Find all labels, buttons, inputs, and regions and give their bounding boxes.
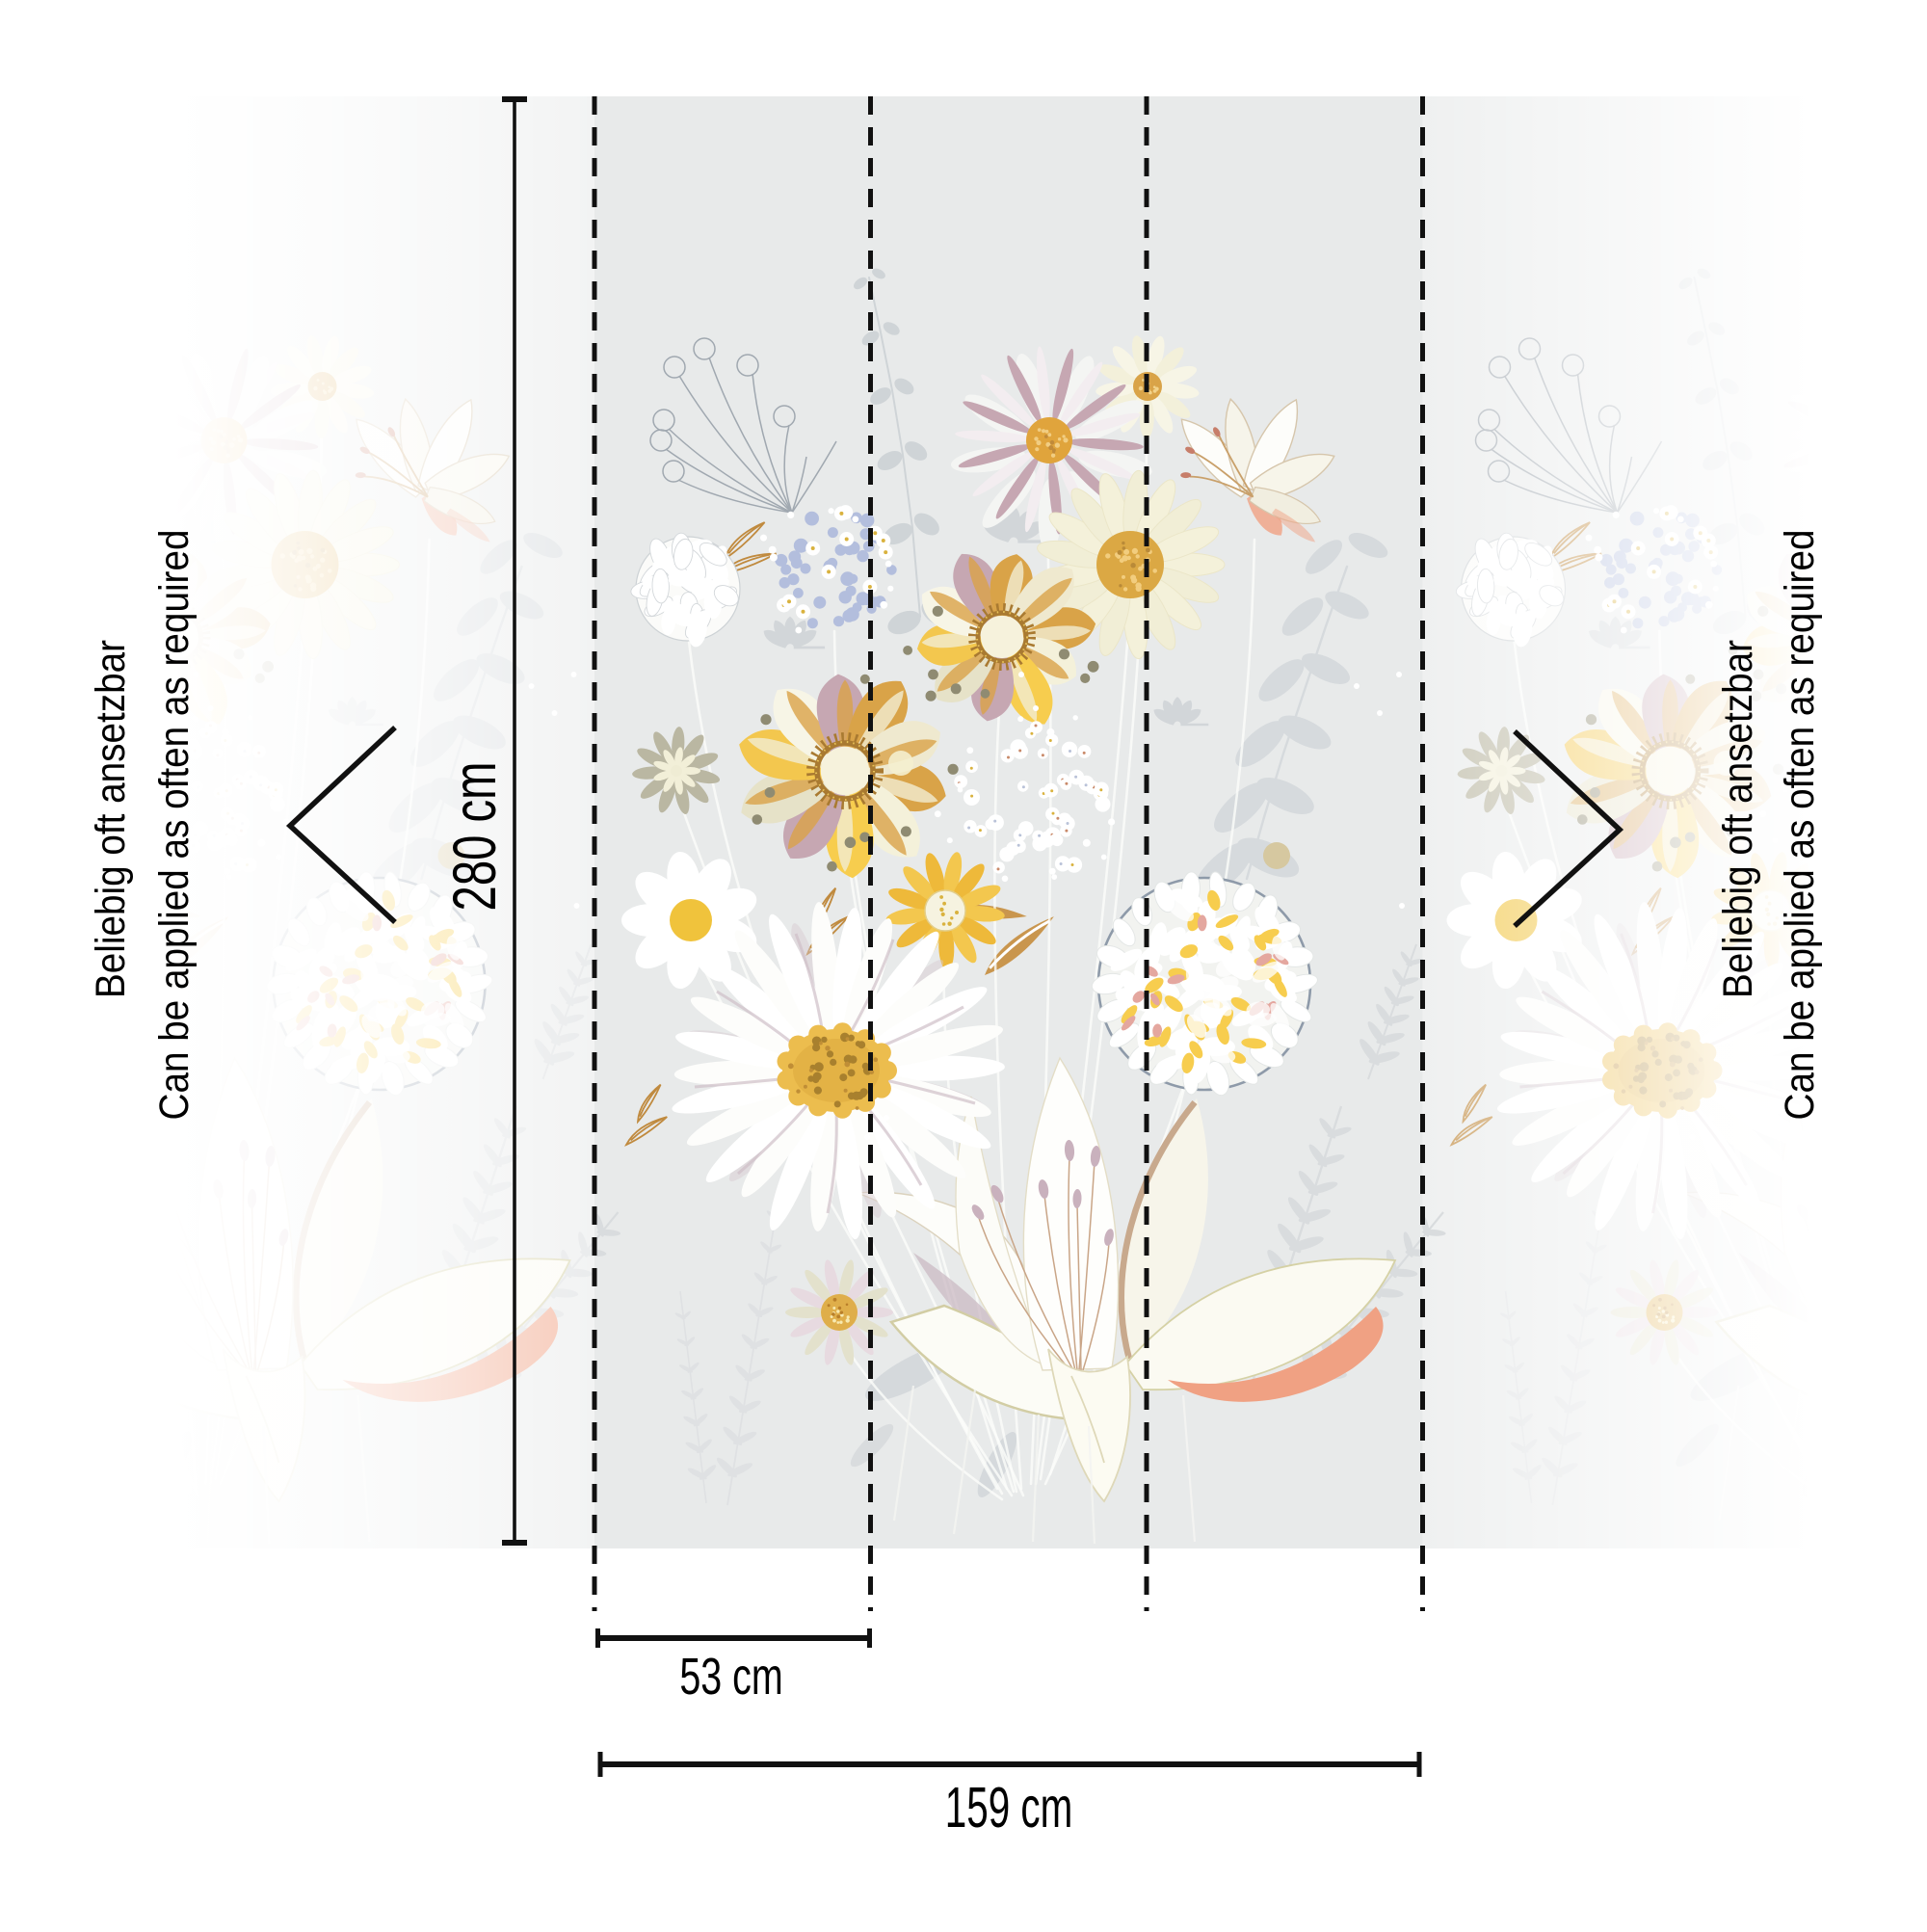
svg-text:Beliebig oft ansetzbar: Beliebig oft ansetzbar xyxy=(1714,640,1760,998)
svg-text:Can be applied as often as req: Can be applied as often as required xyxy=(1776,530,1822,1121)
svg-text:280 cm: 280 cm xyxy=(440,762,508,912)
svg-text:Can be applied as often as req: Can be applied as often as required xyxy=(150,530,197,1121)
svg-text:Beliebig oft ansetzbar: Beliebig oft ansetzbar xyxy=(87,640,133,998)
svg-text:159 cm: 159 cm xyxy=(945,1775,1072,1839)
svg-text:53 cm: 53 cm xyxy=(679,1648,782,1707)
